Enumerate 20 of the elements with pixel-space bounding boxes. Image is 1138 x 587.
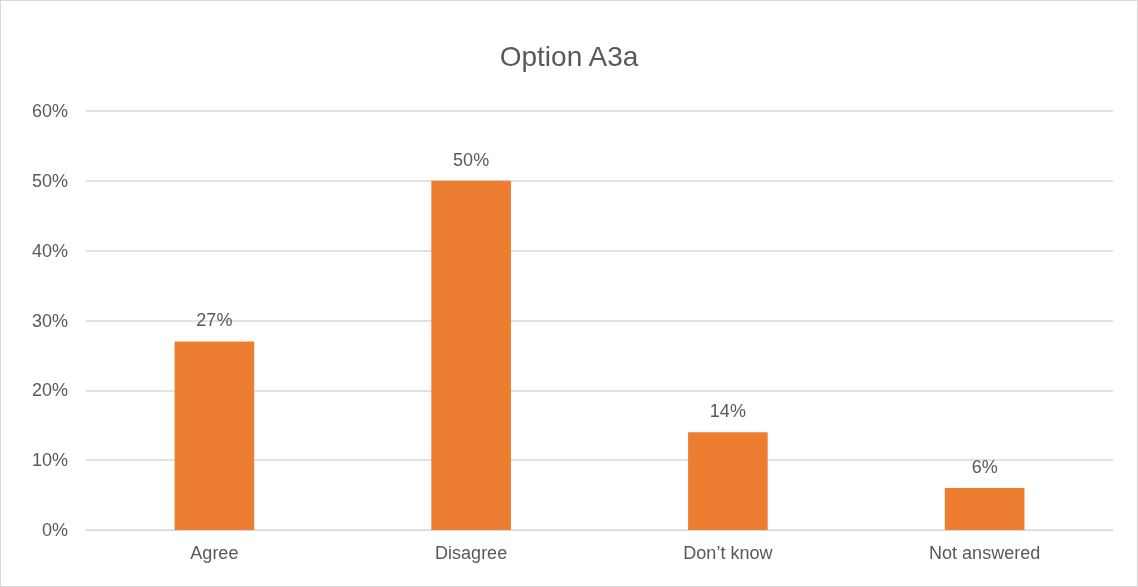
bar (431, 180, 511, 530)
chart-title: Option A3a (499, 40, 639, 72)
x-tick-label: Disagree (435, 543, 508, 563)
y-tick-label: 30% (31, 310, 68, 331)
data-label: 27% (196, 310, 233, 331)
y-tick-label: 10% (31, 450, 68, 471)
y-tick-label: 0% (41, 520, 68, 540)
data-label: 6% (971, 457, 998, 478)
y-tick-label: 40% (31, 240, 68, 261)
bar (174, 341, 255, 530)
y-tick-label: 20% (31, 380, 68, 401)
bar (944, 488, 1025, 530)
y-tick-label: 60% (31, 101, 68, 121)
y-tick-label: 50% (31, 170, 68, 191)
x-tick-label: Don’t know (683, 543, 774, 563)
x-tick-label: Agree (190, 543, 239, 563)
data-label: 14% (709, 401, 746, 422)
x-tick-label: Not answered (929, 543, 1041, 563)
data-label: 50% (453, 149, 490, 170)
bar (688, 432, 768, 530)
